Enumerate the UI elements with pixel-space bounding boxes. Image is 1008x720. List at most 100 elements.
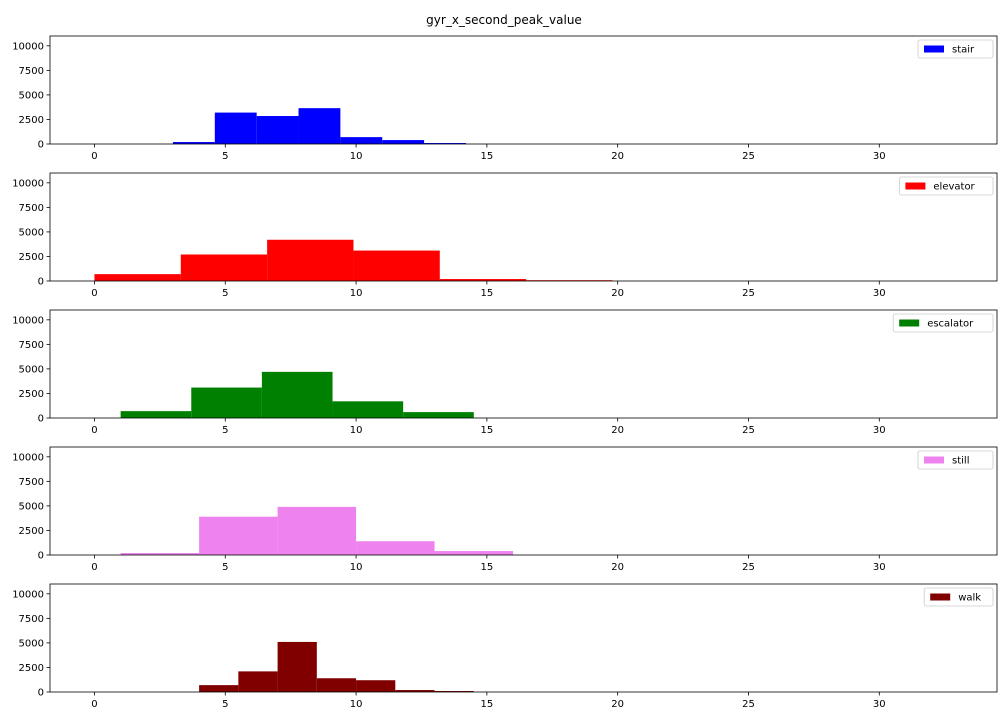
histogram-bar — [316, 678, 357, 692]
subplot-walk: 0 5 10 15 20 25 30 0 2500 5000 7500 10000 walk — [12, 583, 998, 710]
y-tick-label: 5000 — [19, 90, 44, 101]
legend: escalator — [892, 313, 994, 333]
legend-box — [892, 313, 994, 333]
y-tick-label: 7500 — [19, 477, 44, 488]
legend-swatch — [899, 319, 920, 327]
y-tick-label: 10000 — [12, 41, 44, 52]
x-tick-label: 15 — [481, 699, 494, 710]
y-tick-label: 0 — [38, 551, 44, 562]
legend-label: elevator — [933, 182, 975, 193]
y-tick-label: 10000 — [12, 452, 44, 463]
histogram-bar — [277, 641, 317, 692]
x-tick-label: 20 — [611, 562, 624, 573]
x-tick-label: 15 — [481, 425, 494, 436]
x-tick-label: 25 — [742, 288, 755, 299]
histogram-bar — [120, 553, 200, 555]
y-tick-label: 7500 — [19, 66, 44, 77]
legend-swatch — [924, 456, 944, 464]
x-tick-label: 15 — [481, 562, 494, 573]
legend-swatch — [930, 593, 951, 601]
x-tick-label: 0 — [91, 425, 97, 436]
legend: stair — [917, 39, 994, 59]
y-tick-label: 0 — [38, 277, 44, 288]
legend-label: stair — [952, 45, 975, 56]
axes-frame — [49, 35, 998, 145]
histogram-bar — [424, 143, 466, 144]
x-tick-label: 5 — [222, 288, 228, 299]
x-tick-label: 10 — [350, 425, 363, 436]
histogram-bar — [261, 371, 333, 418]
histogram-bar — [353, 250, 440, 281]
y-tick-label: 5000 — [19, 501, 44, 512]
legend-label: still — [952, 456, 969, 467]
histogram-bar — [199, 685, 239, 692]
histogram-bar — [403, 412, 474, 418]
x-tick-label: 10 — [350, 699, 363, 710]
legend-label: escalator — [927, 319, 974, 330]
histogram-bar — [277, 506, 357, 555]
x-tick-label: 30 — [873, 288, 886, 299]
histogram-bar — [395, 690, 435, 692]
y-tick-label: 2500 — [19, 663, 44, 674]
legend-box — [917, 39, 994, 59]
x-tick-label: 15 — [481, 288, 494, 299]
x-tick-label: 0 — [91, 699, 97, 710]
histogram-bar — [356, 541, 435, 555]
histogram-bar — [356, 680, 396, 692]
y-tick-label: 2500 — [19, 115, 44, 126]
x-tick-label: 20 — [611, 288, 624, 299]
legend: walk — [923, 587, 994, 607]
subplot-still: 0 5 10 15 20 25 30 0 2500 5000 7500 10000 still — [12, 446, 998, 573]
histogram-bar — [94, 274, 181, 281]
x-tick-label: 5 — [222, 699, 228, 710]
axes-frame — [49, 583, 998, 693]
x-tick-label: 5 — [222, 151, 228, 162]
y-tick-label: 7500 — [19, 614, 44, 625]
histogram-bar — [214, 112, 257, 144]
y-tick-label: 5000 — [19, 227, 44, 238]
legend-box — [917, 450, 994, 470]
y-tick-label: 10000 — [12, 315, 44, 326]
x-tick-label: 30 — [873, 562, 886, 573]
x-tick-label: 0 — [91, 151, 97, 162]
x-tick-label: 25 — [742, 562, 755, 573]
y-tick-label: 10000 — [12, 178, 44, 189]
x-tick-label: 10 — [350, 562, 363, 573]
y-tick-label: 5000 — [19, 364, 44, 375]
legend: still — [917, 450, 994, 470]
x-tick-label: 30 — [873, 425, 886, 436]
legend-swatch — [905, 182, 926, 190]
x-tick-label: 10 — [350, 151, 363, 162]
y-tick-label: 7500 — [19, 203, 44, 214]
x-tick-label: 30 — [873, 699, 886, 710]
x-tick-label: 5 — [222, 425, 228, 436]
y-tick-label: 2500 — [19, 526, 44, 537]
x-tick-label: 0 — [91, 562, 97, 573]
histogram-bar — [439, 279, 527, 281]
subplot-stair: 0 5 10 15 20 25 30 0 2500 5000 7500 10000 stair — [12, 35, 998, 162]
y-tick-label: 0 — [38, 688, 44, 699]
y-tick-label: 0 — [38, 140, 44, 151]
y-tick-label: 0 — [38, 414, 44, 425]
figure-title: gyr_x_second_peak_value — [426, 13, 582, 27]
histogram-bar — [172, 142, 215, 144]
histogram-bar — [332, 401, 404, 418]
histogram-bar — [434, 691, 474, 692]
histogram-bar — [382, 140, 425, 144]
x-tick-label: 0 — [91, 288, 97, 299]
axes-frame — [49, 172, 998, 282]
x-tick-label: 15 — [481, 151, 494, 162]
y-tick-label: 5000 — [19, 638, 44, 649]
subplot-escalator: 0 5 10 15 20 25 30 0 2500 5000 7500 10000 escalator — [12, 309, 998, 436]
histogram-bar — [256, 116, 299, 144]
histogram-bar — [199, 516, 278, 555]
x-tick-label: 20 — [611, 699, 624, 710]
x-tick-label: 20 — [611, 151, 624, 162]
histogram-bar — [434, 551, 514, 555]
y-tick-label: 2500 — [19, 389, 44, 400]
subplot-elevator: 0 5 10 15 20 25 30 0 2500 5000 7500 10000 elevator — [12, 172, 998, 299]
histogram-bar — [180, 254, 268, 281]
histogram-bar — [238, 671, 278, 692]
